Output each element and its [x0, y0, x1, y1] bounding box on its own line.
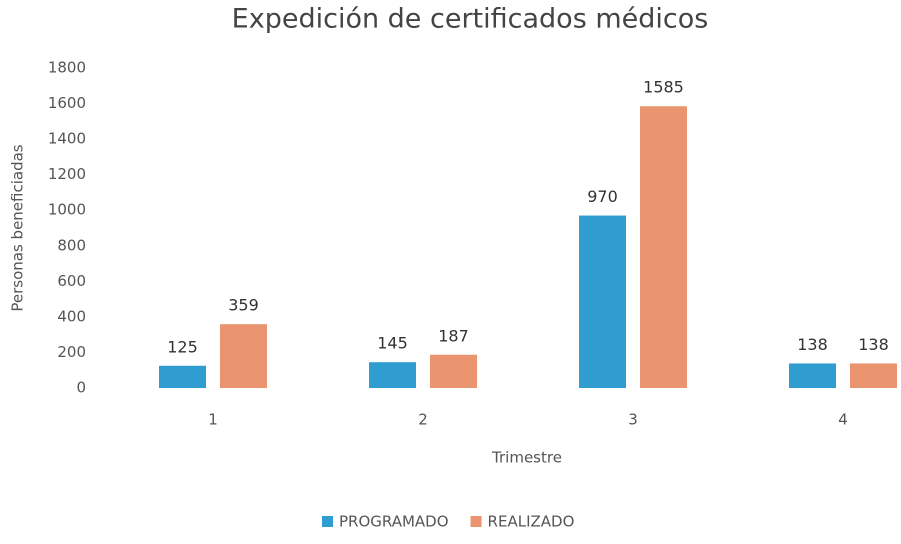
x-tick-label: 3: [628, 411, 638, 429]
y-axis-label: Personas beneficiadas: [9, 144, 27, 311]
y-tick-label: 400: [57, 307, 86, 325]
data-label: 187: [438, 326, 469, 345]
y-tick-label: 1600: [48, 94, 86, 112]
legend-swatch: [322, 516, 333, 527]
legend-label: REALIZADO: [488, 513, 575, 531]
y-tick-label: 1800: [48, 59, 86, 77]
bar: [640, 106, 687, 388]
y-tick-label: 1200: [48, 165, 86, 183]
bar: [159, 365, 206, 388]
x-axis-label: Trimestre: [491, 449, 562, 467]
data-label: 359: [228, 296, 259, 315]
bar: [789, 363, 836, 388]
bar: [579, 215, 626, 388]
y-tick-label: 1400: [48, 130, 86, 148]
data-label: 1585: [643, 78, 684, 97]
x-tick-label: 1: [208, 411, 218, 429]
y-tick-label: 800: [57, 236, 86, 254]
data-label: 138: [858, 335, 889, 354]
legend-label: PROGRAMADO: [339, 513, 449, 531]
data-label: 970: [587, 187, 618, 206]
bar: [369, 362, 416, 388]
bar: [430, 354, 477, 388]
legend-swatch: [470, 516, 482, 527]
x-tick-label: 2: [418, 411, 428, 429]
y-tick-label: 1000: [48, 201, 86, 219]
data-label: 125: [167, 337, 198, 356]
y-tick-label: 200: [57, 343, 86, 361]
x-tick-label: 4: [838, 411, 848, 429]
data-label: 138: [797, 335, 828, 354]
bar: [220, 324, 267, 388]
y-tick-label: 600: [57, 272, 86, 290]
y-tick-label: 0: [76, 379, 86, 397]
data-label: 145: [377, 334, 408, 353]
chart-title: Expedición de certificados médicos: [232, 4, 709, 35]
bar: [850, 363, 897, 388]
